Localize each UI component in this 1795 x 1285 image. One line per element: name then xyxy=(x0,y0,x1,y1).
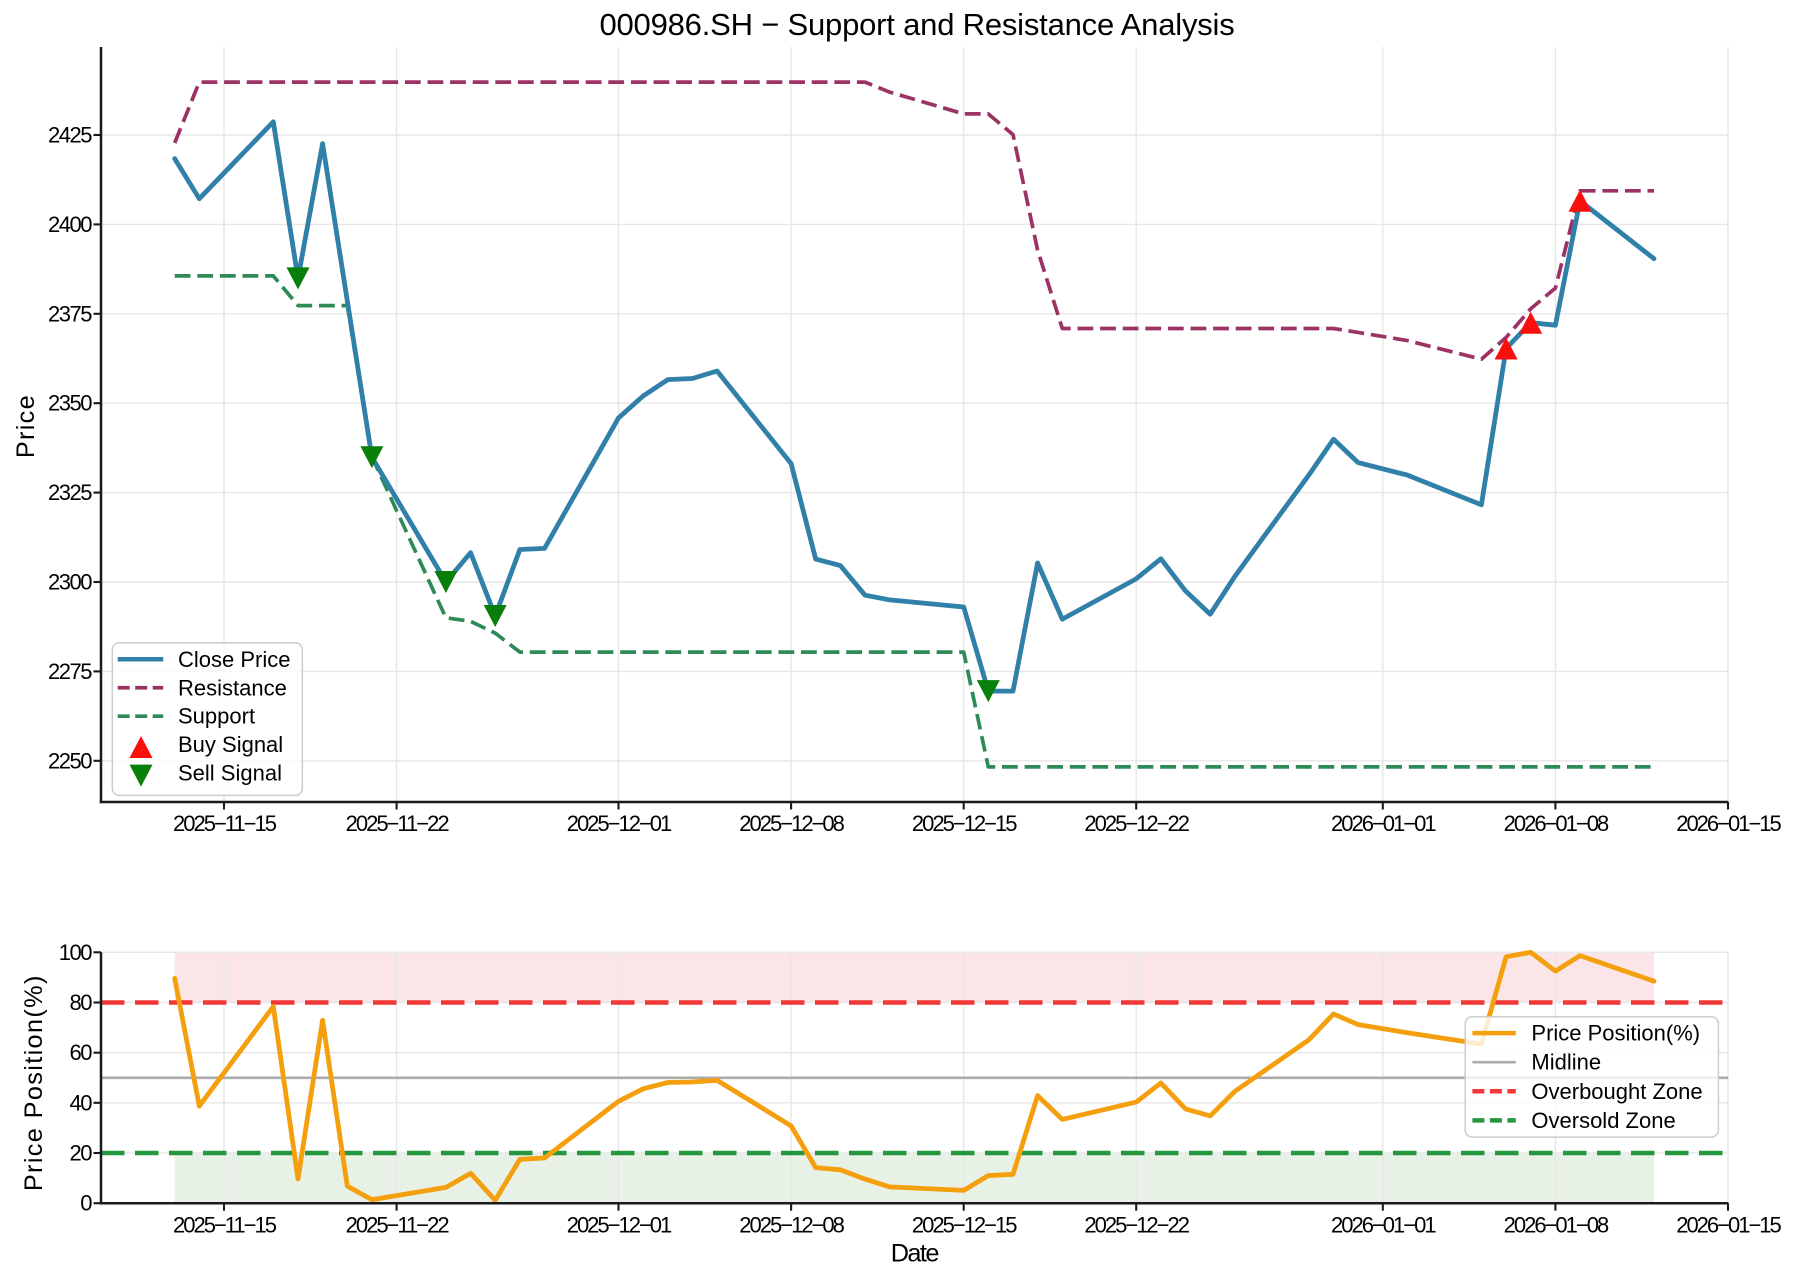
svg-text:2025−11−15: 2025−11−15 xyxy=(173,811,277,836)
svg-text:2025−12−01: 2025−12−01 xyxy=(567,1213,672,1238)
svg-text:2025−11−15: 2025−11−15 xyxy=(173,1213,277,1238)
svg-text:Price Position(%): Price Position(%) xyxy=(1531,1021,1700,1046)
svg-text:Buy Signal: Buy Signal xyxy=(178,732,283,757)
svg-text:Overbought Zone: Overbought Zone xyxy=(1531,1079,1702,1104)
svg-text:Sell Signal: Sell Signal xyxy=(178,761,282,786)
svg-text:2025−12−15: 2025−12−15 xyxy=(912,811,1017,836)
svg-text:60: 60 xyxy=(70,1040,93,1065)
svg-text:2425: 2425 xyxy=(48,123,92,148)
svg-text:Price: Price xyxy=(12,394,40,458)
svg-text:2300: 2300 xyxy=(48,570,92,595)
svg-text:2025−12−08: 2025−12−08 xyxy=(739,1213,844,1238)
svg-text:2025−12−15: 2025−12−15 xyxy=(912,1213,1017,1238)
svg-text:2325: 2325 xyxy=(48,480,92,505)
svg-text:Support: Support xyxy=(178,704,255,729)
svg-text:2275: 2275 xyxy=(48,659,92,684)
svg-text:Midline: Midline xyxy=(1531,1050,1601,1075)
svg-text:Date: Date xyxy=(891,1240,939,1268)
svg-text:2026−01−15: 2026−01−15 xyxy=(1676,811,1781,836)
svg-text:100: 100 xyxy=(59,940,92,965)
svg-text:20: 20 xyxy=(70,1141,93,1166)
svg-text:40: 40 xyxy=(70,1090,93,1115)
svg-text:2025−11−22: 2025−11−22 xyxy=(346,811,450,836)
svg-text:2350: 2350 xyxy=(48,391,92,416)
svg-text:2026−01−08: 2026−01−08 xyxy=(1504,811,1609,836)
svg-text:2026−01−15: 2026−01−15 xyxy=(1676,1213,1781,1238)
svg-text:80: 80 xyxy=(70,990,93,1015)
svg-text:2025−12−01: 2025−12−01 xyxy=(567,811,672,836)
svg-text:2025−12−22: 2025−12−22 xyxy=(1084,811,1189,836)
svg-text:2026−01−08: 2026−01−08 xyxy=(1504,1213,1609,1238)
svg-text:2375: 2375 xyxy=(48,301,92,326)
svg-text:2026−01−01: 2026−01−01 xyxy=(1331,811,1436,836)
svg-text:Oversold Zone: Oversold Zone xyxy=(1531,1108,1675,1133)
svg-text:Close Price: Close Price xyxy=(178,647,290,672)
svg-text:Price Position(%): Price Position(%) xyxy=(20,974,48,1191)
svg-text:2025−12−08: 2025−12−08 xyxy=(739,811,844,836)
svg-text:2025−11−22: 2025−11−22 xyxy=(346,1213,450,1238)
svg-text:000986.SH − Support and Resist: 000986.SH − Support and Resistance Analy… xyxy=(599,7,1234,42)
svg-text:0: 0 xyxy=(80,1191,92,1216)
svg-text:2250: 2250 xyxy=(48,748,92,773)
svg-text:2026−01−01: 2026−01−01 xyxy=(1331,1213,1436,1238)
svg-text:Resistance: Resistance xyxy=(178,675,287,700)
svg-text:2025−12−22: 2025−12−22 xyxy=(1084,1213,1189,1238)
svg-text:2400: 2400 xyxy=(48,212,92,237)
